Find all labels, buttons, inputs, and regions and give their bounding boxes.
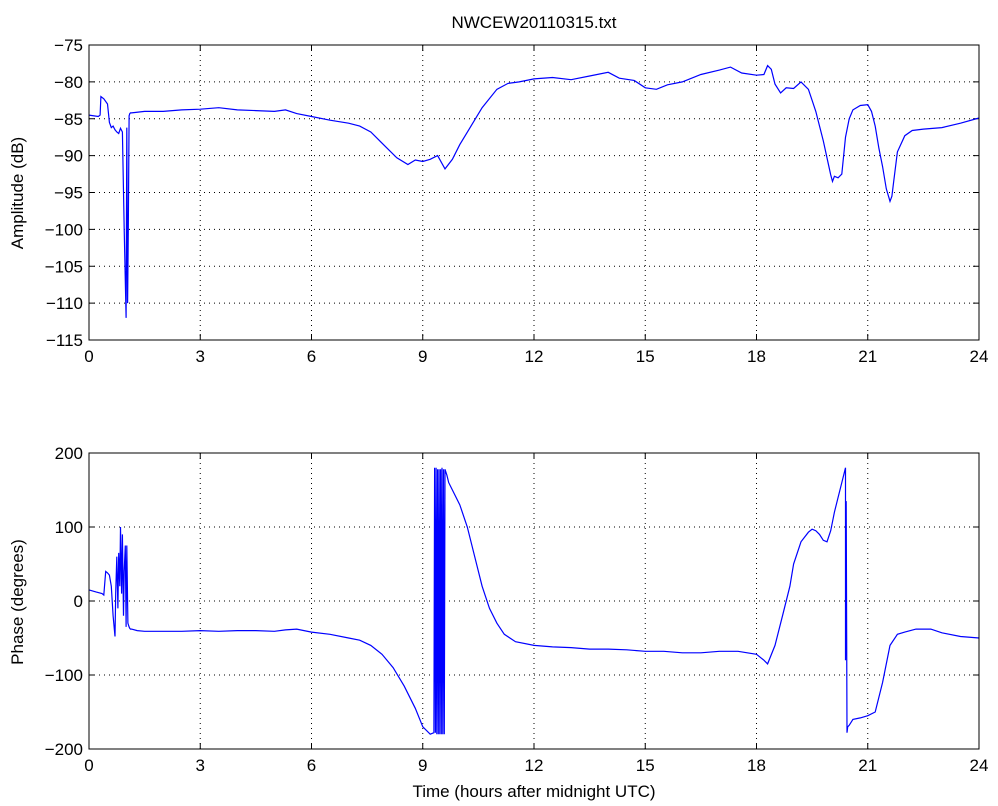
x-tick-label: 18 [747, 347, 766, 366]
gridlines [88, 44, 980, 341]
x-tick-label: 6 [307, 756, 316, 775]
amplitude-series-line [88, 64, 980, 318]
x-axis-label-time: Time (hours after midnight UTC) [412, 782, 655, 801]
x-tick-label: 6 [307, 347, 316, 366]
y-tick-label: −75 [54, 36, 83, 55]
y-tick-label: −115 [46, 331, 83, 350]
y-tick-labels: 200 100 0 −100 −200 [45, 444, 83, 759]
phase-axes-frame [88, 452, 980, 750]
x-tick-label: 0 [84, 347, 93, 366]
x-tick-label: 18 [747, 756, 766, 775]
x-tick-label: 9 [418, 756, 427, 775]
y-tick-label: 100 [55, 518, 83, 537]
y-tick-label: −110 [46, 294, 83, 313]
chart-title: NWCEW20110315.txt [451, 13, 616, 32]
x-tick-label: 12 [525, 347, 544, 366]
x-tick-label: 3 [196, 347, 205, 366]
x-tick-label: 12 [525, 756, 544, 775]
x-tick-label: 24 [970, 347, 989, 366]
y-tick-label: −105 [45, 257, 83, 276]
x-tick-label: 0 [84, 756, 93, 775]
x-tick-label: 24 [970, 756, 989, 775]
x-tick-labels: 0 3 6 9 12 15 18 21 24 [84, 347, 988, 366]
y-tick-label: 0 [74, 592, 83, 611]
y-tick-label: 200 [55, 444, 83, 463]
x-tick-label: 21 [858, 756, 877, 775]
y-tick-label: −85 [54, 110, 83, 129]
y-tick-label: −90 [54, 147, 83, 166]
x-tick-labels: 0 3 6 9 12 15 18 21 24 [84, 756, 988, 775]
x-tick-label: 9 [418, 347, 427, 366]
phase-series-line [88, 467, 980, 735]
y-axis-label-amplitude: Amplitude (dB) [8, 137, 27, 249]
phase-panel: Time (hours after midnight UTC) Phase (d… [8, 444, 988, 801]
y-tick-label: −95 [54, 184, 83, 203]
x-tick-label: 15 [636, 756, 655, 775]
x-tick-label: 21 [858, 347, 877, 366]
y-axis-label-phase: Phase (degrees) [8, 539, 27, 665]
x-tick-label: 3 [196, 756, 205, 775]
amplitude-panel: NWCEW20110315.txt Amplitude (dB) 0 3 6 9 12 1… [8, 13, 988, 366]
amplitude-axes-frame [88, 44, 980, 341]
y-tick-label: −100 [45, 666, 83, 685]
y-tick-labels: −75 −80 −85 −90 −95 −100 −105 −110 −115 [45, 36, 83, 350]
x-tick-label: 15 [636, 347, 655, 366]
y-tick-label: −100 [45, 220, 83, 239]
y-tick-label: −80 [54, 73, 83, 92]
y-tick-label: −200 [45, 740, 83, 759]
